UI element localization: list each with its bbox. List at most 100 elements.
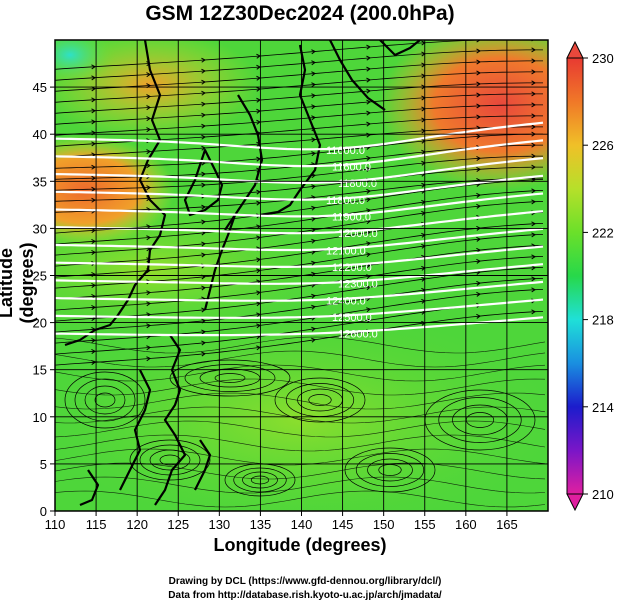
wind-arrow [91,64,96,70]
y-tick-label: 10 [33,410,47,425]
wind-arrow [201,252,206,258]
wind-arrow [311,260,316,266]
wind-arrow [201,112,206,118]
x-tick-label: 165 [496,517,518,532]
streamline [55,278,544,333]
eddy-streamline [274,377,366,423]
streamline [55,406,546,424]
wind-arrow [311,151,316,157]
eddy-streamline [94,392,116,408]
wind-arrow [146,323,151,329]
colorbar-tick-label: 222 [592,225,614,240]
wind-arrow [91,305,96,311]
colorbar-tick-label: 230 [592,51,614,66]
wind-arrow [366,219,371,225]
wind-arrow [201,241,206,247]
colorbar-scale [566,57,584,495]
wind-arrow [311,82,316,88]
wind-arrow [311,71,316,77]
wind-arrow [531,142,536,148]
streamline [55,126,543,158]
streamline [55,289,544,344]
wind-arrow [531,232,536,238]
eddy-streamline [184,364,276,392]
wind-arrow [146,185,151,191]
streamline [55,49,543,81]
wind-arrow [531,58,536,64]
credit-data-source: Data from http://database.rish.kyoto-u.a… [168,590,442,601]
wind-arrow [476,59,481,65]
wind-arrow [91,141,96,147]
streamline [55,256,544,311]
wind-arrow [366,197,371,203]
wind-arrow [201,90,206,96]
x-tick-label: 135 [250,517,272,532]
contour-label: 11800.0 [326,195,365,207]
streamline [55,201,544,256]
streamline [55,179,544,234]
streamline [55,462,546,480]
wind-arrow [366,132,371,138]
streamline [55,133,543,169]
wind-arrow [366,110,371,116]
height-contour [55,280,544,302]
wind-arrow [201,329,206,335]
wind-arrow [476,291,481,297]
wind-arrow [476,166,481,172]
wind-arrow [311,205,316,211]
wind-arrow [201,134,206,140]
coastline [64,40,167,347]
wind-arrow [201,351,206,357]
y-tick-label: 5 [40,457,47,472]
wind-arrow [311,49,316,55]
cool-region-northwest [55,40,115,85]
wind-arrow [311,93,316,99]
contour-label: 11600.0 [326,145,365,157]
y-tick-label: 30 [33,221,47,236]
wind-arrow [531,47,536,53]
wind-arrow [146,356,151,362]
wind-arrow [91,250,96,256]
wind-arrow [531,69,536,75]
wind-arrow [146,94,151,100]
x-tick-label: 130 [208,517,230,532]
eddy-streamline [214,373,246,383]
wind-arrow [91,228,96,234]
wind-arrow [476,203,481,209]
wind-arrow [201,340,206,346]
wind-arrow [146,116,151,122]
wind-streamlines [55,40,546,508]
wind-arrow [146,235,151,241]
wind-arrow [146,312,151,318]
wind-arrow [476,247,481,253]
map-title: GSM 12Z30Dec2024 (200.0hPa) [145,2,455,25]
streamline [55,82,543,114]
wind-arrow [531,102,536,108]
wind-arrow [366,230,371,236]
streamline [55,71,543,103]
wind-arrow [201,219,206,225]
colorbar-tick-label: 226 [592,138,614,153]
wind-arrow [366,99,371,105]
contour-label: 11900.0 [332,212,371,224]
wind-arrow [366,55,371,61]
eddy-streamline [64,371,146,429]
wind-arrow [311,184,316,190]
streamline [55,350,546,368]
x-tick-label: 110 [45,517,66,532]
wind-arrow [531,199,536,205]
latitude-ticks: 0 5 10 15 20 25 30 35 40 45 [33,80,55,519]
wind-arrow [476,103,481,109]
longitude-ticks: 110 115 120 125 130 135 140 145 150 155 160 165 [45,511,518,532]
wind-arrow [366,208,371,214]
wind-arrow [366,188,371,194]
coastline [379,40,421,57]
eddy-streamline [308,394,332,406]
wind-arrow [311,104,316,110]
wind-arrow [91,108,96,114]
contour-label: 11600.0 [332,162,371,174]
wind-arrow [201,57,206,63]
x-tick-label: 160 [455,517,477,532]
streamline [55,166,543,202]
wind-arrow [366,88,371,94]
